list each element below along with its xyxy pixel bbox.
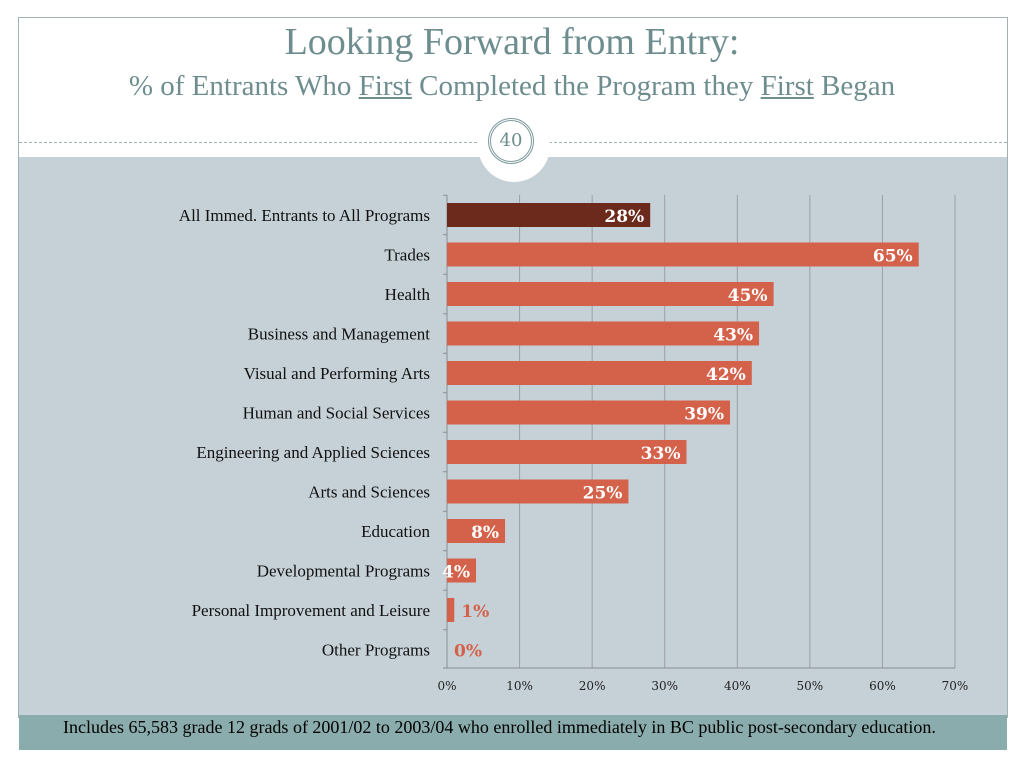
subtitle-text: Began	[813, 70, 896, 102]
x-tick-label: 20%	[579, 679, 606, 693]
category-label: Arts and Sciences	[308, 483, 430, 502]
category-label: All Immed. Entrants to All Programs	[179, 206, 430, 225]
x-tick-label: 70%	[942, 679, 969, 693]
page-title: Looking Forward from Entry:	[284, 21, 740, 63]
subtitle-text: % of Entrants Who	[128, 70, 359, 102]
page-number: 40	[488, 118, 534, 164]
x-tick-label: 10%	[506, 679, 533, 693]
bar	[447, 479, 629, 504]
x-tick-label: 50%	[797, 679, 824, 693]
bar	[447, 242, 919, 267]
category-label: Developmental Programs	[257, 562, 430, 581]
category-label: Engineering and Applied Sciences	[196, 443, 430, 462]
data-label: 1%	[461, 602, 489, 622]
footer-band	[19, 715, 1007, 750]
data-label: 0%	[454, 642, 482, 662]
data-label: 45%	[728, 286, 768, 306]
data-label: 65%	[873, 247, 913, 267]
category-label: Human and Social Services	[243, 404, 430, 423]
category-label: Other Programs	[322, 641, 430, 660]
category-label: Visual and Performing Arts	[244, 364, 430, 383]
bar	[447, 400, 731, 425]
data-label: 4%	[442, 563, 470, 583]
subtitle-text: Completed the Program they	[411, 70, 761, 102]
category-label: Trades	[384, 246, 430, 265]
bar	[447, 321, 760, 346]
data-label: 43%	[713, 326, 753, 346]
category-label: Education	[361, 522, 430, 541]
data-label: 25%	[583, 484, 623, 504]
bar	[447, 598, 455, 622]
x-tick-label: 0%	[437, 679, 456, 693]
footnote: Includes 65,583 grade 12 grads of 2001/0…	[63, 717, 936, 737]
x-tick-label: 60%	[869, 679, 896, 693]
bar	[447, 282, 774, 306]
slide-frame	[18, 17, 1008, 718]
data-label: 8%	[471, 523, 499, 543]
data-label: 33%	[641, 444, 681, 464]
subtitle-emphasis: First	[760, 70, 814, 102]
category-label: Health	[385, 285, 431, 304]
category-label: Personal Improvement and Leisure	[192, 601, 430, 620]
bar	[447, 519, 506, 543]
category-label: Business and Management	[248, 325, 431, 344]
x-tick-label: 40%	[724, 679, 751, 693]
bar	[447, 558, 477, 583]
page-subtitle: % of Entrants Who First Completed the Pr…	[0, 70, 1024, 103]
bar	[447, 361, 752, 385]
bar	[447, 440, 687, 464]
subtitle-emphasis: First	[358, 70, 412, 102]
data-label: 28%	[604, 207, 644, 227]
data-label: 42%	[706, 365, 746, 385]
x-tick-label: 30%	[651, 679, 678, 693]
bar	[447, 203, 651, 227]
data-label: 39%	[684, 405, 724, 425]
